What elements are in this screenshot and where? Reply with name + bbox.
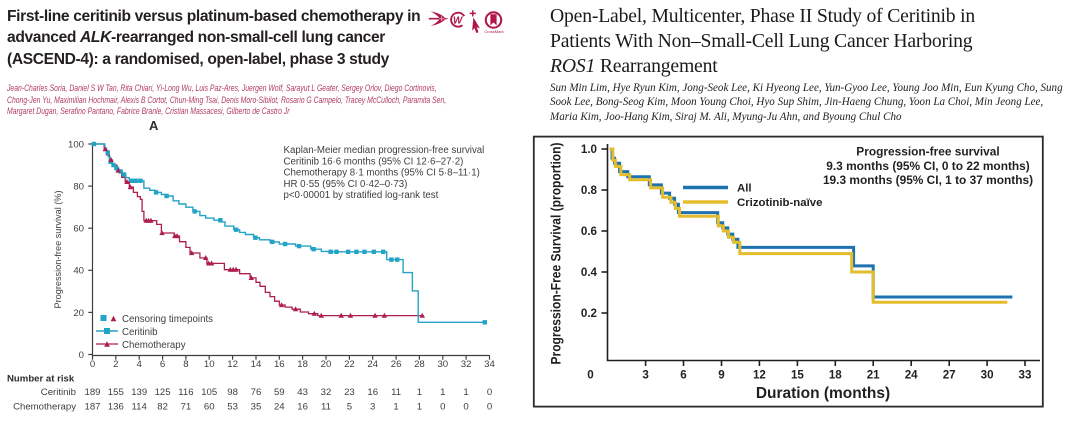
svg-text:2: 2 [113,359,118,370]
svg-text:3: 3 [642,369,649,382]
svg-text:20: 20 [73,308,84,319]
svg-text:32: 32 [321,387,332,398]
svg-text:76: 76 [251,387,262,398]
svg-text:189: 189 [84,387,100,398]
svg-text:CrossMark: CrossMark [484,29,503,34]
svg-text:136: 136 [108,401,124,412]
svg-text:60: 60 [73,224,84,235]
svg-text:24: 24 [905,369,918,382]
svg-text:43: 43 [297,387,308,398]
svg-text:1: 1 [440,387,445,398]
svg-text:32: 32 [461,359,472,370]
svg-text:Ceritinib 16·6 months (95% CI: Ceritinib 16·6 months (95% CI 12·6–27·2) [284,156,464,167]
svg-text:p<0·00001 by stratified log-ra: p<0·00001 by stratified log-rank test [284,190,439,201]
svg-text:11: 11 [321,401,331,412]
svg-text:1.0: 1.0 [581,143,597,156]
svg-text:15: 15 [791,369,804,382]
svg-text:5: 5 [347,401,352,412]
svg-text:Number at risk: Number at risk [7,374,75,385]
svg-text:155: 155 [108,387,124,398]
svg-text:40: 40 [73,266,84,277]
svg-text:23: 23 [344,387,355,398]
svg-text:139: 139 [131,387,147,398]
svg-text:1: 1 [417,401,422,412]
svg-text:20: 20 [321,359,332,370]
svg-text:34: 34 [484,359,495,370]
svg-text:16: 16 [367,387,378,398]
svg-text:1: 1 [463,387,468,398]
svg-text:71: 71 [181,401,192,412]
svg-text:35: 35 [251,401,262,412]
svg-text:Ceritinib: Ceritinib [122,327,158,338]
svg-text:98: 98 [227,387,238,398]
svg-text:0.6: 0.6 [581,225,598,238]
svg-text:16: 16 [274,359,285,370]
svg-text:Progression-Free Survival (pro: Progression-Free Survival (proportion) [549,143,564,365]
svg-text:28: 28 [414,359,425,370]
svg-text:0.4: 0.4 [581,266,598,279]
svg-text:12: 12 [753,369,766,382]
svg-text:26: 26 [391,359,402,370]
svg-text:12: 12 [227,359,238,370]
svg-text:0.2: 0.2 [581,307,597,320]
svg-text:14: 14 [251,359,262,370]
svg-text:HR 0·55 (95% CI 0·42–0·73): HR 0·55 (95% CI 0·42–0·73) [284,179,408,190]
svg-text:116: 116 [178,387,193,398]
svg-text:30: 30 [981,369,994,382]
svg-text:105: 105 [201,387,217,398]
svg-text:A: A [149,118,159,133]
svg-text:0: 0 [440,401,445,412]
svg-text:18: 18 [297,359,308,370]
svg-text:53: 53 [227,401,238,412]
svg-text:18: 18 [829,369,842,382]
svg-text:24: 24 [274,401,285,412]
svg-text:21: 21 [867,369,880,382]
svg-text:114: 114 [132,401,148,412]
svg-text:3: 3 [370,401,375,412]
svg-text:Chemotherapy 8·1 months (95% C: Chemotherapy 8·1 months (95% CI 5·8–11·1… [284,168,480,179]
svg-text:1: 1 [417,387,422,398]
svg-text:9.3 months (95% CI, 0 to 22 mo: 9.3 months (95% CI, 0 to 22 months) [826,159,1030,173]
svg-text:Duration (months): Duration (months) [756,385,890,402]
svg-text:0.8: 0.8 [581,184,598,197]
svg-text:60: 60 [204,401,215,412]
svg-text:0: 0 [587,369,593,382]
svg-text:11: 11 [391,387,401,398]
svg-text:0: 0 [90,359,95,370]
svg-text:30: 30 [437,359,448,370]
svg-text:6: 6 [680,369,687,382]
svg-text:9: 9 [718,369,725,382]
svg-text:1: 1 [393,401,398,412]
svg-text:80: 80 [73,182,84,193]
svg-text:All: All [737,183,752,195]
svg-text:Chemotherapy: Chemotherapy [13,401,76,412]
svg-text:22: 22 [344,359,355,370]
svg-text:125: 125 [155,387,171,398]
svg-text:Censoring timepoints: Censoring timepoints [122,314,213,325]
svg-text:33: 33 [1019,369,1032,382]
svg-text:Crizotinib-naïve: Crizotinib-naïve [737,197,822,209]
svg-text:4: 4 [137,359,143,370]
svg-text:16: 16 [297,401,308,412]
svg-text:Chemotherapy: Chemotherapy [122,340,186,351]
svg-text:Progression-free survival (%): Progression-free survival (%) [53,191,63,309]
svg-text:100: 100 [68,139,84,150]
svg-text:Progression-free survival: Progression-free survival [856,145,999,159]
svg-text:8: 8 [183,359,188,370]
svg-text:6: 6 [160,359,165,370]
svg-text:0: 0 [487,401,492,412]
svg-text:10: 10 [204,359,215,370]
svg-text:59: 59 [274,387,285,398]
svg-text:24: 24 [367,359,378,370]
svg-text:Ceritinib: Ceritinib [41,387,76,398]
svg-text:19.3 months (95% CI, 1 to 37 m: 19.3 months (95% CI, 1 to 37 months) [823,173,1033,187]
svg-text:27: 27 [943,369,956,382]
svg-text:0: 0 [487,387,492,398]
svg-text:82: 82 [157,401,168,412]
svg-text:187: 187 [84,401,100,412]
svg-text:W: W [453,15,463,26]
svg-text:0: 0 [463,401,468,412]
svg-text:0: 0 [79,350,84,361]
svg-text:Kaplan-Meier median progressio: Kaplan-Meier median progression-free sur… [284,145,485,156]
